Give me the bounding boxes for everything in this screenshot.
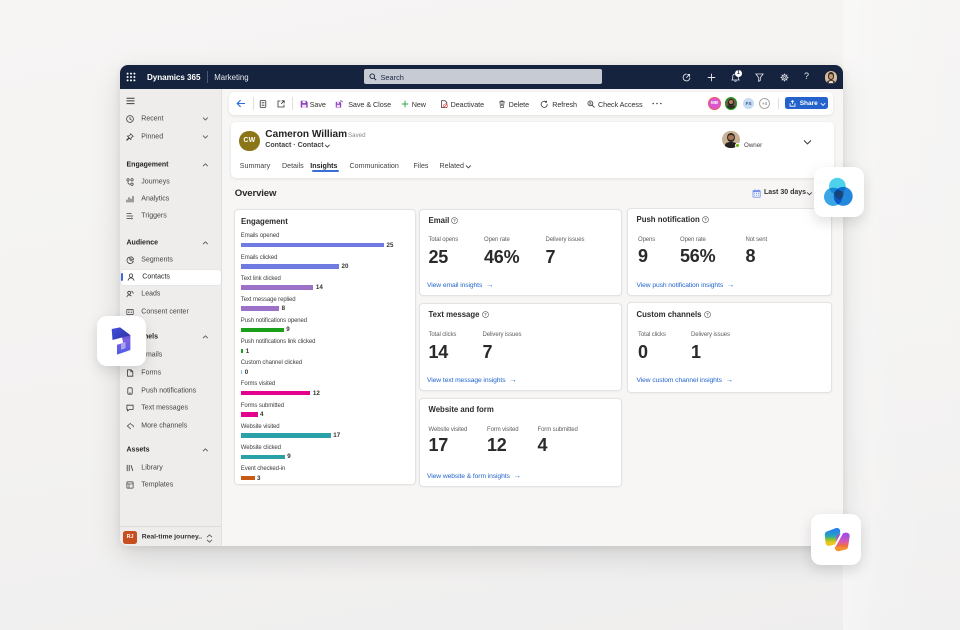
svg-text:?: ? — [454, 218, 457, 223]
svg-text:?: ? — [706, 312, 709, 317]
svg-text:?: ? — [704, 217, 707, 222]
svg-text:?: ? — [484, 312, 487, 317]
